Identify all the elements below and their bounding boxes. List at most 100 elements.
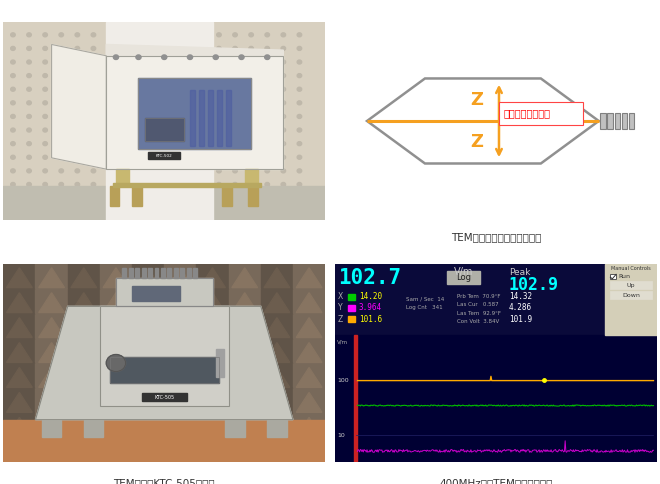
Circle shape xyxy=(297,155,302,159)
Polygon shape xyxy=(296,343,322,363)
Bar xyxy=(228,412,261,437)
Bar xyxy=(190,90,195,147)
Bar xyxy=(197,313,228,337)
Circle shape xyxy=(43,155,48,159)
Polygon shape xyxy=(264,367,290,387)
Polygon shape xyxy=(296,393,322,412)
Text: Las Tem  92.9°F: Las Tem 92.9°F xyxy=(457,311,501,316)
Circle shape xyxy=(239,55,244,60)
Circle shape xyxy=(297,74,302,77)
Circle shape xyxy=(59,142,63,146)
Circle shape xyxy=(75,87,80,91)
Polygon shape xyxy=(39,417,65,437)
Polygon shape xyxy=(296,367,322,387)
Polygon shape xyxy=(7,367,32,387)
Polygon shape xyxy=(264,293,290,313)
Circle shape xyxy=(297,196,302,200)
Polygon shape xyxy=(264,343,290,363)
Bar xyxy=(164,412,197,437)
Circle shape xyxy=(11,74,15,77)
Circle shape xyxy=(233,114,238,119)
Circle shape xyxy=(216,87,221,91)
Polygon shape xyxy=(39,442,65,462)
Polygon shape xyxy=(199,293,226,313)
Bar xyxy=(228,387,261,412)
Bar xyxy=(354,334,356,462)
Circle shape xyxy=(27,128,31,132)
Bar xyxy=(132,387,164,412)
Circle shape xyxy=(265,182,269,186)
Circle shape xyxy=(43,33,48,37)
Polygon shape xyxy=(39,343,65,363)
Text: 101.9: 101.9 xyxy=(509,315,532,324)
Bar xyxy=(100,306,228,406)
Bar xyxy=(106,56,283,169)
Bar xyxy=(248,186,257,206)
Bar xyxy=(3,263,36,287)
Bar xyxy=(148,268,152,278)
Circle shape xyxy=(43,87,48,91)
Circle shape xyxy=(43,128,48,132)
Circle shape xyxy=(11,182,15,186)
Circle shape xyxy=(27,46,31,50)
Bar xyxy=(261,313,293,337)
Bar xyxy=(261,437,293,462)
Circle shape xyxy=(11,60,15,64)
Bar xyxy=(197,363,228,387)
Circle shape xyxy=(75,155,80,159)
Circle shape xyxy=(216,46,221,50)
Polygon shape xyxy=(264,318,290,337)
Polygon shape xyxy=(103,393,129,412)
Polygon shape xyxy=(103,367,129,387)
Circle shape xyxy=(249,101,253,105)
Polygon shape xyxy=(103,293,129,313)
Circle shape xyxy=(265,114,269,119)
Circle shape xyxy=(11,142,15,146)
Polygon shape xyxy=(71,442,96,462)
Polygon shape xyxy=(135,442,161,462)
Bar xyxy=(110,186,119,206)
Circle shape xyxy=(75,74,80,77)
Bar xyxy=(100,412,132,437)
Circle shape xyxy=(249,60,253,64)
Text: 102.9: 102.9 xyxy=(509,276,558,294)
Bar xyxy=(68,287,100,313)
Bar xyxy=(122,268,126,278)
Circle shape xyxy=(249,33,253,37)
Polygon shape xyxy=(264,442,290,462)
Bar xyxy=(36,263,68,287)
Circle shape xyxy=(249,87,253,91)
Bar xyxy=(180,268,184,278)
Bar xyxy=(168,268,172,278)
Circle shape xyxy=(27,87,31,91)
Circle shape xyxy=(233,46,238,50)
Circle shape xyxy=(265,210,269,213)
Circle shape xyxy=(43,114,48,119)
Circle shape xyxy=(216,33,221,37)
Circle shape xyxy=(281,155,286,159)
Polygon shape xyxy=(71,293,96,313)
Polygon shape xyxy=(71,343,96,363)
Bar xyxy=(197,337,228,363)
Circle shape xyxy=(59,60,63,64)
Bar xyxy=(164,313,197,337)
Circle shape xyxy=(27,142,31,146)
Circle shape xyxy=(233,128,238,132)
Bar xyxy=(3,387,36,412)
Circle shape xyxy=(281,101,286,105)
Circle shape xyxy=(136,55,141,60)
Circle shape xyxy=(216,196,221,200)
Circle shape xyxy=(59,169,63,173)
Circle shape xyxy=(297,142,302,146)
Bar xyxy=(197,412,228,437)
Bar xyxy=(132,363,164,387)
Text: Down: Down xyxy=(622,293,640,298)
Bar xyxy=(100,313,132,337)
Bar xyxy=(3,412,36,437)
Polygon shape xyxy=(296,293,322,313)
Circle shape xyxy=(27,60,31,64)
Polygon shape xyxy=(7,268,32,287)
Text: Up: Up xyxy=(627,283,635,288)
Bar xyxy=(132,263,164,287)
Circle shape xyxy=(265,101,269,105)
